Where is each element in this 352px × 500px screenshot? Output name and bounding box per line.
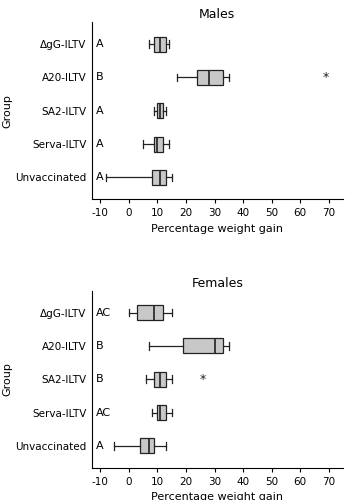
- Title: Females: Females: [191, 276, 243, 289]
- Y-axis label: Group: Group: [2, 362, 13, 396]
- Text: A: A: [96, 139, 103, 149]
- Text: A: A: [96, 106, 103, 116]
- PathPatch shape: [140, 438, 155, 454]
- Text: A: A: [96, 39, 103, 49]
- Title: Males: Males: [199, 8, 235, 22]
- PathPatch shape: [155, 136, 163, 152]
- X-axis label: Percentage weight gain: Percentage weight gain: [151, 492, 283, 500]
- PathPatch shape: [183, 338, 223, 353]
- Text: B: B: [96, 341, 103, 351]
- PathPatch shape: [157, 405, 166, 420]
- Text: A: A: [96, 172, 103, 182]
- Text: *: *: [323, 71, 329, 84]
- PathPatch shape: [137, 305, 163, 320]
- Text: AC: AC: [96, 408, 111, 418]
- PathPatch shape: [155, 36, 166, 52]
- PathPatch shape: [152, 170, 166, 185]
- Y-axis label: Group: Group: [2, 94, 13, 128]
- Text: A: A: [96, 441, 103, 451]
- Text: *: *: [200, 372, 206, 386]
- X-axis label: Percentage weight gain: Percentage weight gain: [151, 224, 283, 234]
- PathPatch shape: [155, 372, 166, 386]
- PathPatch shape: [157, 104, 163, 118]
- Text: B: B: [96, 374, 103, 384]
- PathPatch shape: [197, 70, 223, 85]
- Text: AC: AC: [96, 308, 111, 318]
- Text: B: B: [96, 72, 103, 83]
